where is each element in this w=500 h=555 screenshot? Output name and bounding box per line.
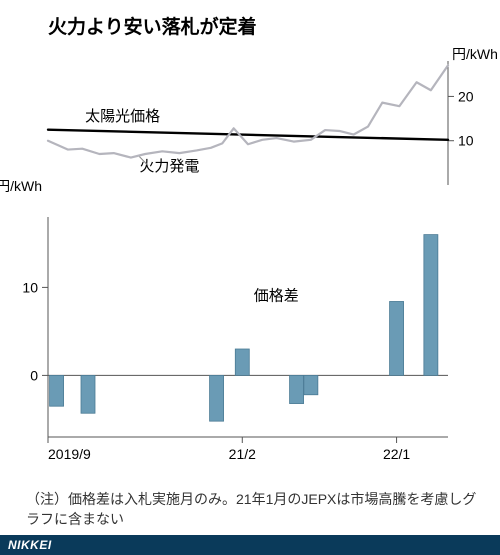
chart-footnote: （注）価格差は入札実施月のみ。21年1月のJEPXは市場高騰を考慮しグラフに含ま… [0, 482, 500, 529]
svg-text:価格差: 価格差 [254, 288, 299, 305]
svg-text:22/1: 22/1 [383, 446, 410, 462]
chart-container: 円/kWh 円/kWh 10 20 太陽光価格火力発電 0 10 価格差 2019/9 21/2 2… [0, 45, 500, 482]
svg-text:10: 10 [458, 133, 474, 149]
svg-text:21/2: 21/2 [229, 446, 256, 462]
svg-text:火力発電: 火力発電 [139, 158, 199, 175]
svg-text:20: 20 [458, 88, 474, 104]
svg-text:2019/9: 2019/9 [48, 446, 91, 462]
svg-text:円/kWh: 円/kWh [0, 178, 42, 194]
svg-text:0: 0 [30, 367, 38, 383]
chart-title: 火力より安い落札が定着 [0, 0, 500, 45]
svg-text:円/kWh: 円/kWh [452, 46, 498, 62]
svg-text:太陽光価格: 太陽光価格 [85, 108, 160, 125]
footer-brand: NIKKEI [0, 535, 500, 555]
svg-text:10: 10 [22, 279, 38, 295]
chart-svg: 円/kWh 円/kWh 10 20 太陽光価格火力発電 0 10 価格差 2019/9 21/2 2… [0, 45, 500, 477]
